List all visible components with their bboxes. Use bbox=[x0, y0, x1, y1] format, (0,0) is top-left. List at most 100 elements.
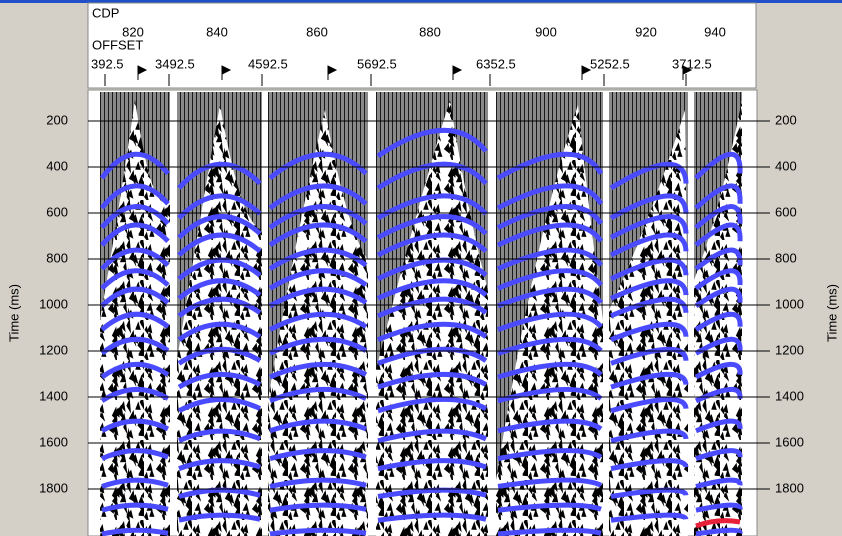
velocity-pick bbox=[609, 161, 689, 191]
velocity-pick bbox=[100, 286, 170, 308]
velocity-pick bbox=[177, 232, 262, 257]
velocity-pick bbox=[177, 396, 262, 414]
velocity-pick bbox=[497, 418, 603, 434]
velocity-pick bbox=[268, 336, 368, 356]
velocity-pick bbox=[377, 321, 488, 342]
velocity-pick bbox=[269, 418, 367, 434]
velocity-pick bbox=[100, 222, 170, 247]
velocity-pick bbox=[694, 222, 743, 248]
cdp-tick-label: 940 bbox=[704, 24, 726, 39]
velocity-pick bbox=[694, 247, 743, 271]
velocity-pick bbox=[268, 286, 368, 309]
velocity-pick bbox=[178, 458, 261, 471]
velocity-pick bbox=[100, 268, 170, 291]
offset-label: OFFSET bbox=[92, 37, 143, 52]
window-border bbox=[0, 0, 842, 3]
velocity-pick bbox=[100, 448, 169, 461]
velocity-pick bbox=[610, 371, 689, 390]
velocity-pick bbox=[497, 268, 603, 291]
velocity-pick bbox=[100, 204, 170, 230]
velocity-pick bbox=[101, 477, 169, 489]
gather-flag bbox=[221, 65, 232, 80]
velocity-pick bbox=[497, 502, 602, 513]
velocity-pick bbox=[268, 361, 368, 380]
gather-flag bbox=[682, 65, 693, 80]
cdp-tick-label: 840 bbox=[206, 24, 228, 39]
y-tick-label-right: 1200 bbox=[775, 342, 804, 357]
velocity-pick bbox=[99, 151, 170, 180]
velocity-pick bbox=[100, 418, 170, 433]
y-tick-label: 1400 bbox=[39, 388, 68, 403]
velocity-pick bbox=[497, 448, 603, 462]
velocity-pick bbox=[269, 477, 367, 489]
offset-tick-label: 392.5 bbox=[91, 56, 124, 71]
gather-flag bbox=[581, 65, 592, 80]
velocity-pick bbox=[101, 527, 169, 536]
velocity-pick bbox=[177, 193, 262, 220]
y-tick-label: 1600 bbox=[39, 434, 68, 449]
gather-traces bbox=[376, 100, 488, 536]
velocity-pick bbox=[377, 487, 487, 499]
velocity-pick bbox=[376, 296, 488, 319]
offset-tick-label: 5692.5 bbox=[357, 56, 397, 71]
y-tick-label-right: 1800 bbox=[775, 480, 804, 495]
cdp-tick-label: 860 bbox=[306, 24, 328, 39]
velocity-pick bbox=[610, 512, 689, 523]
velocity-pick bbox=[178, 512, 261, 523]
velocity-pick bbox=[376, 278, 488, 301]
y-tick-label: 1200 bbox=[39, 342, 68, 357]
velocity-pick bbox=[377, 512, 487, 523]
velocity-pick bbox=[377, 428, 488, 444]
velocity-pick bbox=[177, 278, 262, 301]
velocity-pick bbox=[694, 268, 743, 291]
velocity-pick bbox=[269, 502, 367, 513]
velocity-pick bbox=[377, 396, 488, 414]
velocity-pick bbox=[177, 346, 262, 366]
offset-tick-label: 5252.5 bbox=[590, 56, 630, 71]
gather-flag bbox=[327, 65, 338, 80]
velocity-pick bbox=[177, 371, 262, 390]
velocity-pick bbox=[377, 371, 488, 390]
y-axis-label: Time (ms) bbox=[6, 284, 21, 342]
velocity-pick bbox=[497, 286, 603, 309]
velocity-pick bbox=[609, 278, 689, 301]
velocity-pick bbox=[268, 204, 368, 230]
velocity-pick bbox=[609, 232, 689, 258]
velocity-pick bbox=[610, 321, 689, 342]
velocity-pick bbox=[376, 161, 488, 191]
velocity-pick bbox=[610, 346, 689, 366]
velocity-pick bbox=[376, 257, 488, 282]
gather-flag bbox=[452, 65, 463, 80]
velocity-pick bbox=[497, 477, 603, 489]
velocity-pick bbox=[177, 296, 262, 318]
y-tick-label: 600 bbox=[46, 204, 68, 219]
velocity-pick bbox=[178, 487, 261, 499]
velocity-pick bbox=[497, 361, 603, 380]
y-tick-label-right: 800 bbox=[775, 250, 797, 265]
gather-flag bbox=[137, 65, 148, 80]
velocity-pick bbox=[376, 127, 488, 159]
y-tick-label: 1800 bbox=[39, 480, 68, 495]
cdp-tick-label: 900 bbox=[535, 24, 557, 39]
velocity-pick bbox=[694, 386, 743, 404]
velocity-pick bbox=[268, 183, 368, 210]
offset-tick-label: 3712.5 bbox=[672, 56, 712, 71]
velocity-pick bbox=[694, 311, 743, 332]
y-tick-label-right: 200 bbox=[775, 112, 797, 127]
y-axis-label-right: Time (ms) bbox=[824, 284, 839, 342]
velocity-pick bbox=[268, 151, 368, 180]
velocity-pick bbox=[610, 296, 689, 319]
velocity-pick bbox=[695, 527, 743, 536]
header-panel bbox=[87, 2, 757, 89]
velocity-pick bbox=[694, 204, 743, 230]
velocity-pick bbox=[177, 161, 262, 190]
y-tick-label-right: 1000 bbox=[775, 296, 804, 311]
velocity-pick bbox=[695, 448, 743, 462]
velocity-pick bbox=[376, 193, 488, 221]
velocity-pick bbox=[496, 222, 604, 248]
velocity-pick bbox=[100, 361, 170, 380]
velocity-pick bbox=[610, 396, 689, 414]
velocity-pick bbox=[496, 204, 604, 230]
velocity-pick bbox=[100, 247, 170, 271]
